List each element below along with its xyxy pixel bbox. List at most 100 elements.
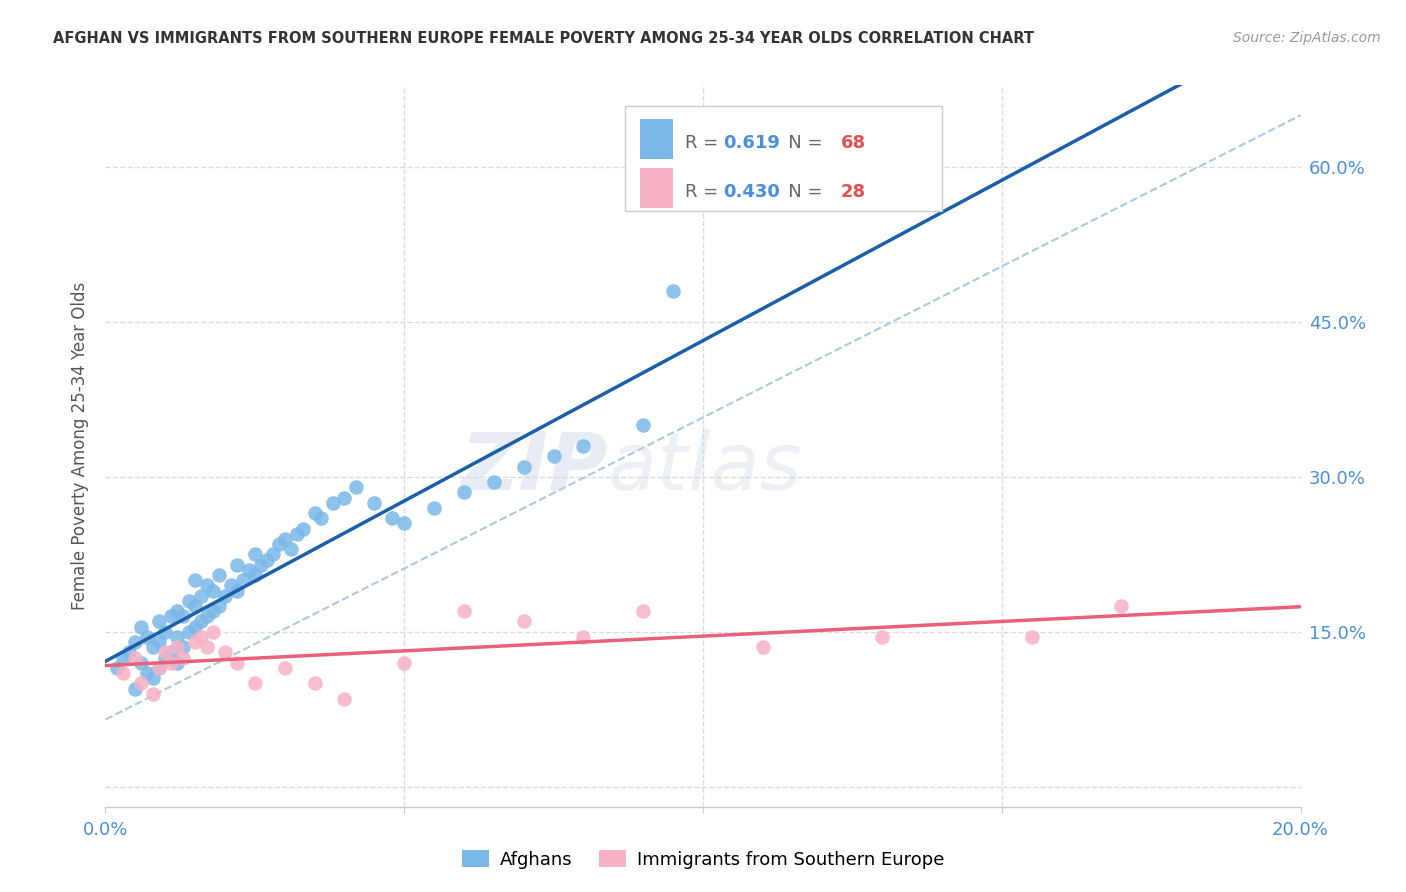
Point (148, 615, 170, 629)
Point (1111, 599, 1133, 613)
Point (238, 563, 260, 577)
Point (172, 640, 194, 655)
Point (321, 496, 344, 510)
Point (166, 656, 188, 670)
Point (190, 630, 212, 644)
Point (482, 475, 505, 490)
Point (160, 609, 183, 624)
Point (124, 635, 146, 649)
Point (381, 511, 404, 525)
Point (633, 604, 655, 618)
Point (129, 676, 153, 690)
Point (148, 661, 170, 675)
FancyBboxPatch shape (626, 106, 942, 211)
Point (243, 548, 266, 562)
Point (291, 522, 314, 536)
Point (363, 496, 385, 510)
Point (184, 620, 207, 634)
Text: 0.619: 0.619 (723, 134, 780, 152)
Point (394, 656, 416, 670)
Point (155, 645, 177, 659)
Point (333, 491, 356, 505)
Text: 68: 68 (841, 134, 866, 152)
Point (190, 589, 212, 603)
Point (195, 640, 218, 655)
Point (243, 676, 266, 690)
Text: N =: N = (770, 184, 828, 202)
Point (112, 666, 135, 681)
Point (177, 624, 201, 639)
Point (453, 485, 475, 500)
Point (118, 645, 141, 659)
Point (112, 650, 135, 665)
Point (155, 624, 177, 639)
Point (225, 583, 249, 598)
Point (214, 589, 236, 603)
Point (225, 656, 249, 670)
Point (208, 599, 231, 613)
Point (124, 681, 146, 696)
Point (304, 506, 326, 520)
Point (346, 480, 368, 494)
Point (142, 671, 165, 685)
Point (273, 532, 295, 546)
Point (219, 578, 242, 592)
Point (142, 640, 165, 655)
Point (513, 459, 536, 474)
Point (124, 650, 146, 665)
FancyBboxPatch shape (640, 120, 673, 159)
Point (333, 692, 356, 706)
Point (394, 516, 416, 531)
Point (202, 583, 225, 598)
Text: ZIP: ZIP (460, 429, 607, 507)
Point (136, 666, 159, 681)
Point (513, 615, 536, 629)
Point (129, 656, 153, 670)
Point (172, 650, 194, 665)
Point (285, 526, 308, 541)
Point (202, 624, 225, 639)
Text: N =: N = (770, 134, 828, 152)
Text: atlas: atlas (607, 429, 803, 507)
Point (160, 656, 183, 670)
Point (202, 604, 225, 618)
Point (872, 630, 894, 644)
Point (160, 645, 183, 659)
Point (136, 630, 159, 644)
Point (267, 537, 290, 551)
Point (256, 552, 278, 566)
Point (177, 594, 201, 608)
Point (662, 284, 685, 298)
Point (232, 573, 254, 587)
Point (208, 568, 231, 582)
Point (148, 635, 170, 649)
Point (129, 620, 153, 634)
Point (572, 439, 595, 453)
Point (184, 573, 207, 587)
Point (309, 511, 332, 525)
Point (243, 568, 266, 582)
Text: AFGHAN VS IMMIGRANTS FROM SOUTHERN EUROPE FEMALE POVERTY AMONG 25-34 YEAR OLDS C: AFGHAN VS IMMIGRANTS FROM SOUTHERN EUROP… (53, 31, 1035, 46)
Point (190, 615, 212, 629)
Point (572, 630, 595, 644)
Point (453, 604, 475, 618)
Point (633, 418, 655, 433)
Point (423, 500, 446, 515)
Point (166, 640, 188, 655)
Text: R =: R = (685, 134, 724, 152)
Legend: Afghans, Immigrants from Southern Europe: Afghans, Immigrants from Southern Europe (454, 843, 952, 876)
Point (225, 558, 249, 572)
Point (304, 676, 326, 690)
FancyBboxPatch shape (640, 169, 673, 208)
Point (751, 640, 773, 655)
Point (280, 542, 302, 557)
Point (543, 450, 565, 464)
Point (166, 604, 188, 618)
Text: 28: 28 (841, 184, 866, 202)
Point (184, 635, 207, 649)
Point (172, 609, 194, 624)
Point (148, 661, 170, 675)
Point (166, 630, 188, 644)
Point (195, 609, 218, 624)
Point (1021, 630, 1043, 644)
